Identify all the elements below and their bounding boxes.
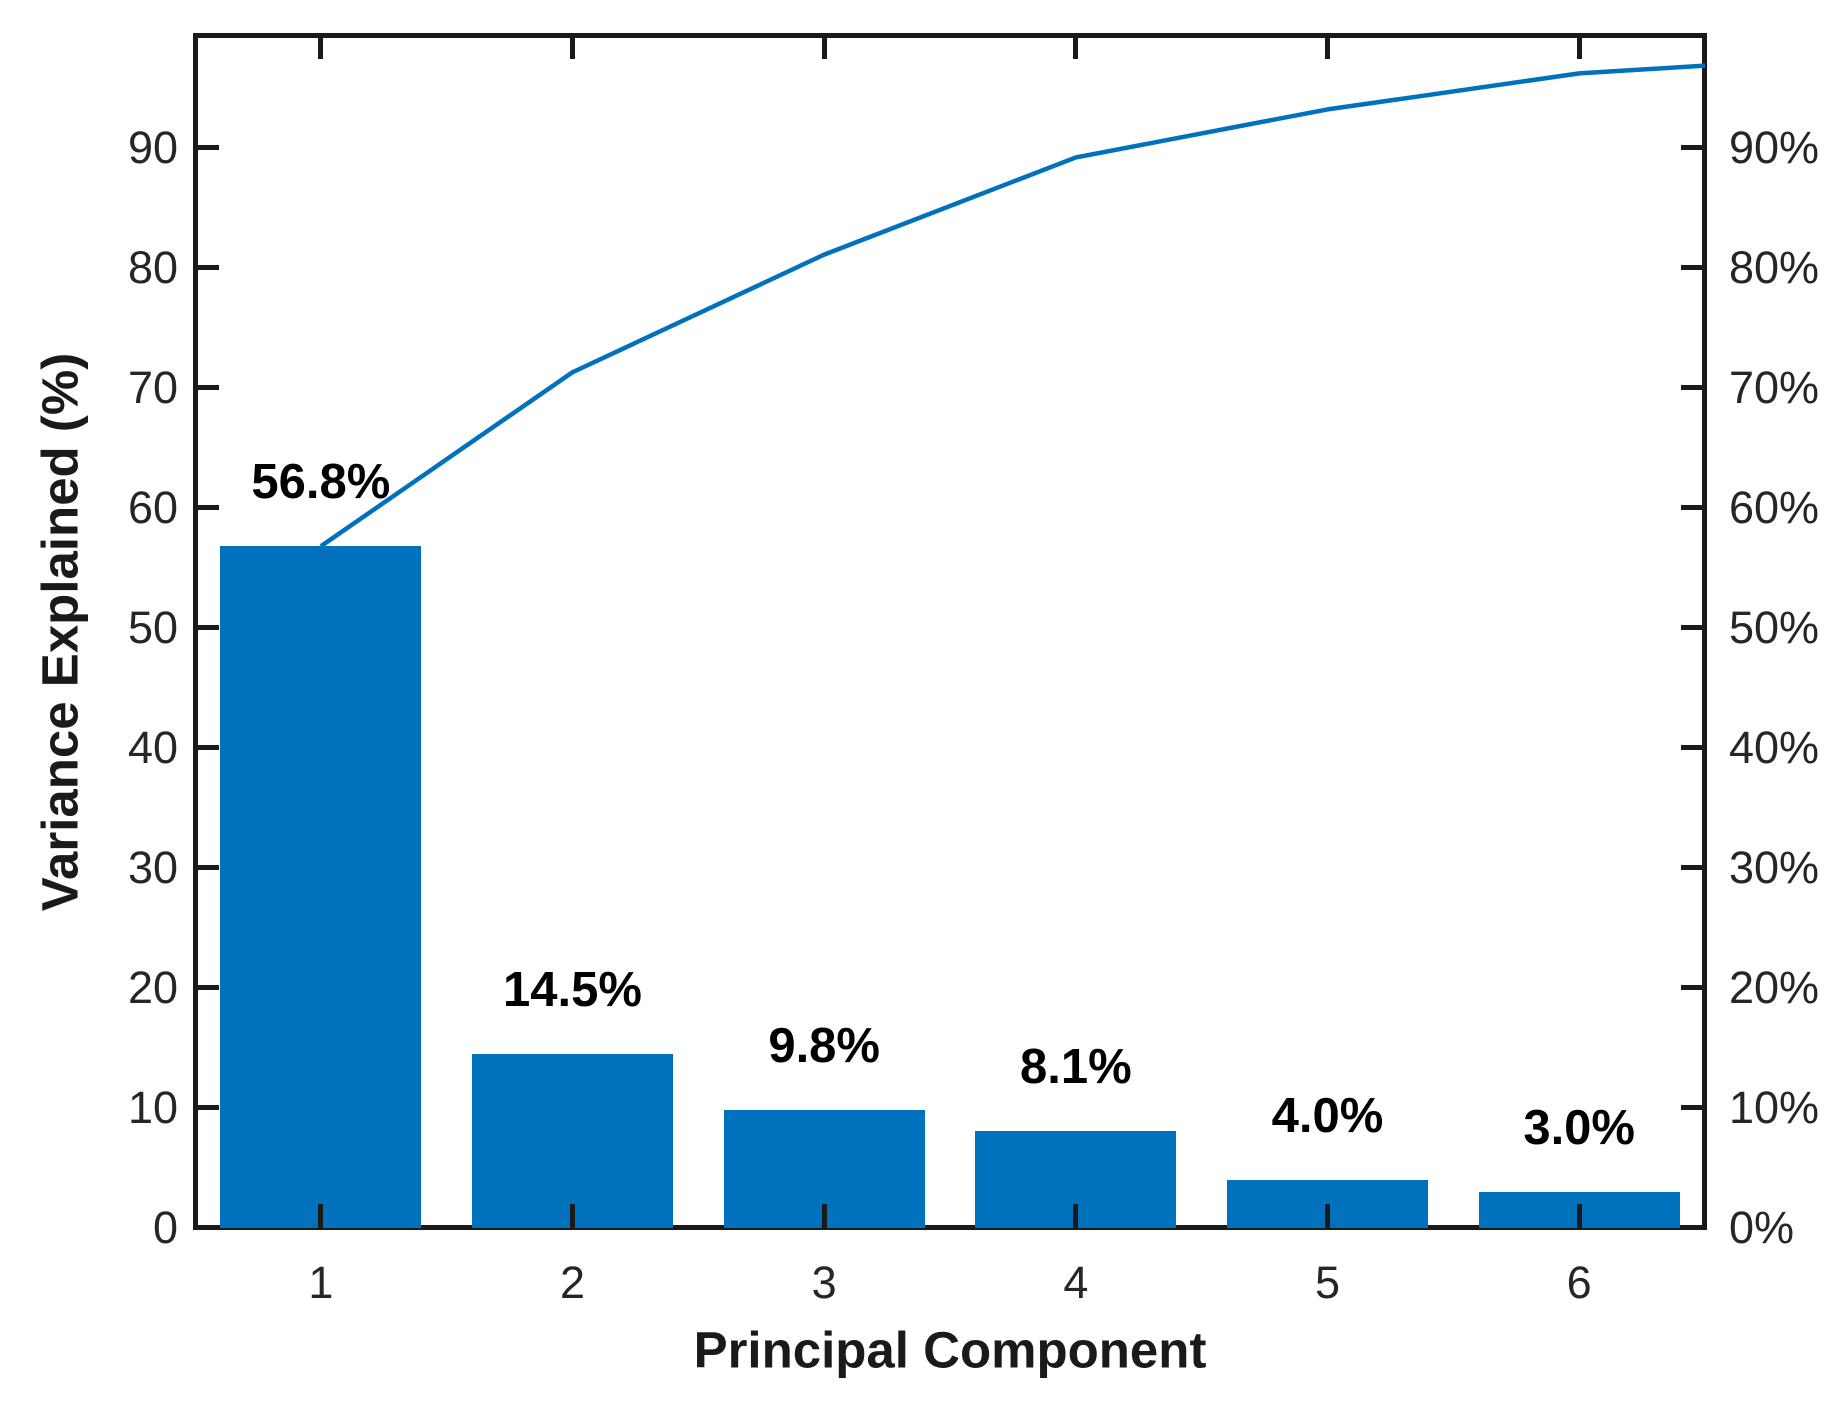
x-tick-label: 5 <box>1314 1257 1341 1308</box>
left-axis-tick-mark <box>195 985 219 991</box>
left-y-tick-label: 50 <box>127 601 178 653</box>
left-axis-tick-mark <box>195 385 219 391</box>
bottom-axis-tick-mark <box>318 1204 324 1228</box>
cumulative-line-layer <box>319 63 1705 549</box>
x-tick-label: 3 <box>811 1257 837 1308</box>
left-axis-tick-mark <box>195 865 219 871</box>
cumulative-line <box>319 63 1705 549</box>
right-axis-tick-mark <box>1681 745 1705 751</box>
right-axis-tick-mark <box>1681 1105 1705 1111</box>
right-y-tick-label: 50% <box>1729 601 1820 653</box>
left-y-tick-label: 0 <box>152 1202 178 1253</box>
left-y-tick-label: 30 <box>127 841 178 893</box>
right-y-tick-label: 80% <box>1729 241 1820 293</box>
right-y-tick-label: 40% <box>1729 721 1820 773</box>
top-axis-tick-mark <box>1073 35 1079 59</box>
top-axis-tick-mark <box>570 35 575 59</box>
bar-value-label: 14.5% <box>503 962 642 1017</box>
x-tick-label: 2 <box>559 1257 586 1308</box>
right-axis-tick-mark <box>1681 385 1705 391</box>
left-y-tick-label: 90 <box>127 121 178 173</box>
bar-pc1 <box>220 546 422 1228</box>
right-axis-tick-mark <box>1681 145 1705 151</box>
right-axis-tick-mark <box>1681 265 1705 271</box>
bar-value-label: 9.8% <box>768 1019 880 1074</box>
left-y-tick-label: 20 <box>127 961 178 1013</box>
right-axis-tick-mark <box>1681 505 1705 511</box>
left-y-tick-label: 70 <box>127 361 178 413</box>
bottom-axis-tick-mark <box>821 1204 827 1228</box>
top-axis-tick-mark <box>318 35 324 59</box>
top-axis-tick-mark <box>1325 35 1330 59</box>
bottom-axis-tick-mark <box>1073 1204 1079 1228</box>
left-y-tick-label: 80 <box>127 241 178 293</box>
left-axis-tick-mark <box>195 265 219 271</box>
right-y-tick-label: 90% <box>1729 121 1820 173</box>
bottom-axis-tick-mark <box>570 1204 575 1228</box>
right-axis-tick-mark <box>1681 985 1705 991</box>
x-axis-label: Principal Component <box>693 1321 1207 1379</box>
x-tick-label: 1 <box>308 1257 334 1308</box>
left-y-tick-label: 10 <box>127 1081 178 1133</box>
bar-value-label: 8.1% <box>1019 1039 1132 1094</box>
right-y-tick-label: 70% <box>1729 361 1820 413</box>
right-axis-tick-mark <box>1681 625 1705 631</box>
bottom-axis-tick-mark <box>1576 1204 1582 1228</box>
x-tick-label: 6 <box>1566 1257 1592 1308</box>
left-axis-tick-mark <box>195 625 219 631</box>
left-axis-tick-mark <box>195 1105 219 1111</box>
left-y-tick-label: 60 <box>127 481 178 533</box>
x-tick-label: 4 <box>1063 1257 1089 1308</box>
left-axis-tick-mark <box>195 745 219 751</box>
right-y-tick-label: 30% <box>1729 841 1820 893</box>
top-axis-tick-mark <box>1576 35 1582 59</box>
right-axis-tick-mark <box>1681 865 1705 871</box>
bar-value-label: 4.0% <box>1271 1088 1384 1143</box>
right-y-tick-label: 20% <box>1729 961 1820 1013</box>
bar-pc2 <box>471 1053 674 1228</box>
top-axis-tick-mark <box>821 35 827 59</box>
left-axis-tick-mark <box>195 505 219 511</box>
right-y-tick-label: 0% <box>1729 1202 1795 1253</box>
left-axis-tick-mark <box>195 145 219 151</box>
right-y-tick-label: 60% <box>1729 481 1820 533</box>
right-y-tick-label: 10% <box>1729 1081 1820 1133</box>
bottom-axis-tick-mark <box>1325 1204 1330 1228</box>
plot-box <box>193 33 1707 1230</box>
left-y-tick-label: 40 <box>127 721 178 773</box>
bar-value-label: 56.8% <box>251 455 391 510</box>
bar-value-label: 3.0% <box>1523 1100 1635 1155</box>
